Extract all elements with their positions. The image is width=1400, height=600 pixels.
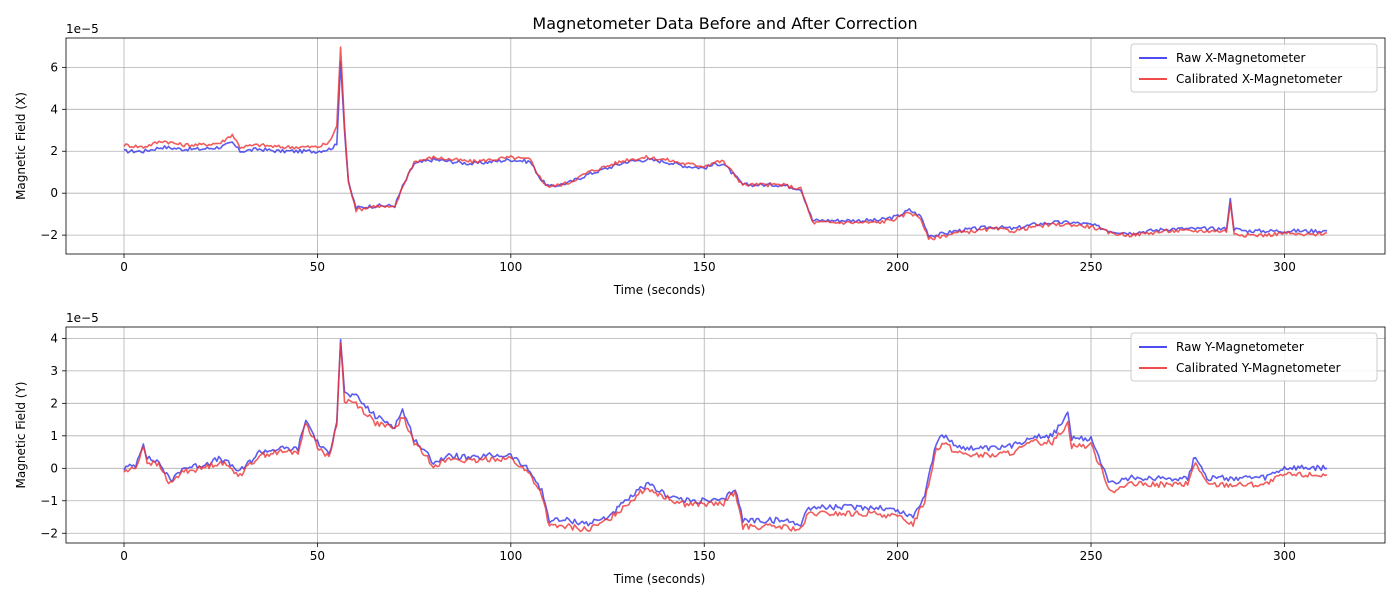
y-tick-label: 4 bbox=[50, 102, 58, 116]
x-tick-label: 0 bbox=[120, 549, 128, 563]
chart-title: Magnetometer Data Before and After Corre… bbox=[532, 14, 917, 33]
y-tick-label: −2 bbox=[40, 228, 58, 242]
panel-y-magnetometer: 0 50 100 150 200 250 300 −2 −1 0 1 2 3 4 1e−5 Time (sec… bbox=[14, 311, 1386, 586]
x-tick-label: 150 bbox=[693, 549, 716, 563]
y-tick-label: 1 bbox=[50, 429, 58, 443]
y-offset-label: 1e−5 bbox=[66, 22, 99, 36]
legend-label: Raw Y-Magnetometer bbox=[1176, 340, 1304, 354]
y-tick-label: 2 bbox=[50, 396, 58, 410]
x-tick-label: 250 bbox=[1080, 549, 1103, 563]
x-tick-label: 300 bbox=[1273, 549, 1296, 563]
legend-label: Calibrated X-Magnetometer bbox=[1176, 72, 1342, 86]
series-line-calibrated bbox=[123, 46, 1327, 241]
panel-x-magnetometer: 0 50 100 150 200 250 300 −2 0 2 4 6 1e−5 Time (second… bbox=[14, 22, 1386, 297]
plot-frame bbox=[65, 37, 1386, 255]
y-tick-label: 0 bbox=[50, 186, 58, 200]
x-tick-label: 200 bbox=[886, 549, 909, 563]
y-offset-label: 1e−5 bbox=[66, 311, 99, 325]
x-tick-label: 0 bbox=[120, 260, 128, 274]
y-tick-label: 0 bbox=[50, 461, 58, 475]
y-tick-label: 2 bbox=[50, 144, 58, 158]
x-tick-label: 250 bbox=[1080, 260, 1103, 274]
plot-frame bbox=[65, 326, 1386, 544]
y-axis-label: Magnetic Field (X) bbox=[14, 92, 28, 200]
y-tick-label: 3 bbox=[50, 364, 58, 378]
y-tick-label: 6 bbox=[50, 60, 58, 74]
x-tick-label: 300 bbox=[1273, 260, 1296, 274]
y-tick-label: 4 bbox=[50, 331, 58, 345]
x-axis-label: Time (seconds) bbox=[613, 572, 706, 586]
y-axis-label: Magnetic Field (Y) bbox=[14, 382, 28, 489]
x-tick-label: 200 bbox=[886, 260, 909, 274]
legend-box bbox=[1130, 332, 1378, 382]
legend-box bbox=[1130, 43, 1378, 93]
series-line-calibrated bbox=[123, 342, 1328, 533]
x-tick-label: 50 bbox=[310, 260, 325, 274]
legend-label: Calibrated Y-Magnetometer bbox=[1176, 361, 1341, 375]
legend-label: Raw X-Magnetometer bbox=[1176, 51, 1306, 65]
x-tick-label: 50 bbox=[310, 549, 325, 563]
x-tick-label: 100 bbox=[499, 260, 522, 274]
x-axis-label: Time (seconds) bbox=[613, 283, 706, 297]
y-tick-label: −2 bbox=[40, 526, 58, 540]
x-tick-label: 100 bbox=[499, 549, 522, 563]
y-tick-label: −1 bbox=[40, 494, 58, 508]
x-tick-label: 150 bbox=[693, 260, 716, 274]
